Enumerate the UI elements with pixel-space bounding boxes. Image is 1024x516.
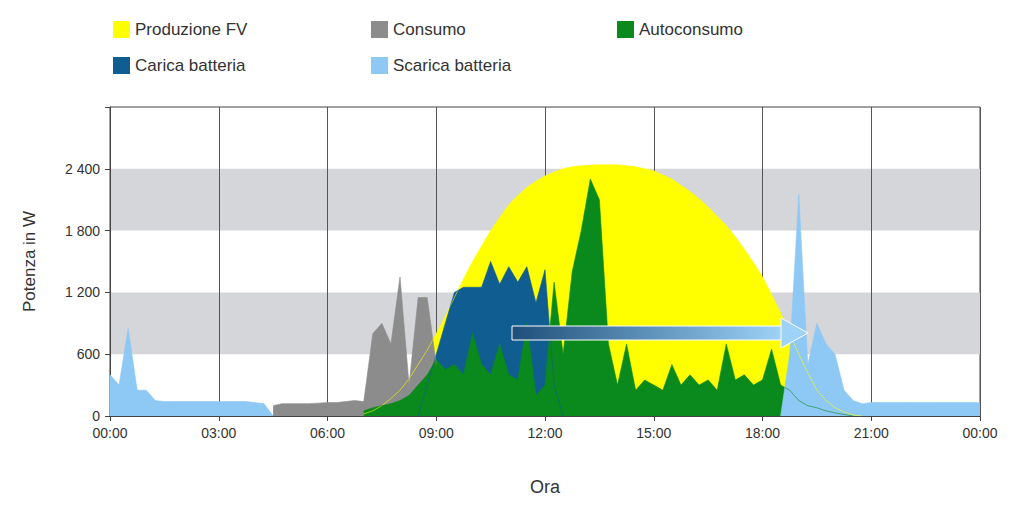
svg-text:Produzione FV: Produzione FV [135,20,248,39]
svg-text:15:00: 15:00 [636,425,671,441]
svg-text:Autoconsumo: Autoconsumo [639,20,743,39]
svg-text:00:00: 00:00 [962,425,997,441]
svg-text:00:00: 00:00 [92,425,127,441]
svg-text:06:00: 06:00 [310,425,345,441]
svg-text:Consumo: Consumo [393,20,466,39]
svg-text:09:00: 09:00 [419,425,454,441]
svg-text:Ora: Ora [530,477,561,497]
svg-text:0: 0 [92,408,100,424]
svg-text:Potenza in W: Potenza in W [20,211,39,312]
svg-text:12:00: 12:00 [527,425,562,441]
svg-text:21:00: 21:00 [854,425,889,441]
svg-text:03:00: 03:00 [201,425,236,441]
svg-text:Carica batteria: Carica batteria [135,56,246,75]
svg-text:1 200: 1 200 [65,284,100,300]
svg-text:Scarica batteria: Scarica batteria [393,56,512,75]
svg-text:600: 600 [77,346,101,362]
svg-text:2 400: 2 400 [65,161,100,177]
svg-text:1 800: 1 800 [65,223,100,239]
svg-text:18:00: 18:00 [745,425,780,441]
